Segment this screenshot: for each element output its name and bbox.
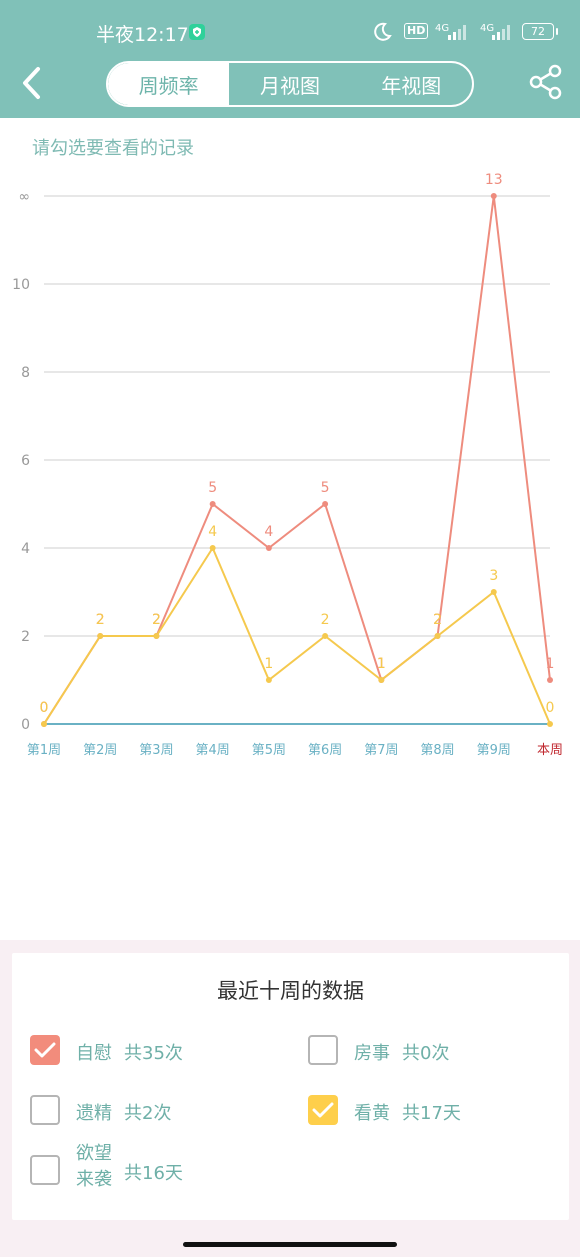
data-label: 2: [321, 612, 330, 628]
data-label: 3: [489, 568, 498, 584]
network-label-2: 4G: [480, 23, 495, 34]
option-label: 房事: [354, 1043, 390, 1064]
checkbox-masturbation[interactable]: [30, 1035, 60, 1065]
data-point: [490, 193, 497, 199]
option-label: 自慰: [76, 1043, 112, 1064]
data-point: [490, 589, 497, 595]
option-count: 共2次: [124, 1103, 172, 1124]
check-icon: [34, 1042, 56, 1058]
check-icon: [312, 1102, 334, 1118]
data-point: [209, 545, 216, 551]
checkbox-intercourse[interactable]: [308, 1035, 338, 1065]
data-point: [153, 633, 160, 639]
data-point: [41, 721, 47, 727]
checkbox-urge[interactable]: [30, 1155, 60, 1185]
x-tick-label: 第1周: [27, 743, 61, 758]
y-tick-label: 6: [21, 453, 30, 469]
data-point: [265, 677, 272, 683]
data-point: [97, 633, 104, 639]
chart-hint: 请勾选要查看的记录: [32, 138, 194, 159]
x-tick-label: 第7周: [364, 743, 398, 758]
data-label: 2: [96, 612, 105, 628]
tab-monthly[interactable]: 月视图: [259, 73, 320, 98]
data-point: [547, 721, 553, 727]
y-tick-label: 0: [21, 717, 30, 733]
moon-icon: [374, 22, 392, 41]
battery-icon: 72: [522, 23, 558, 40]
x-tick-label: 第3周: [139, 743, 173, 758]
data-label: 4: [208, 524, 217, 540]
option-label: 遗精: [76, 1103, 112, 1124]
option-label: 看黄: [354, 1103, 390, 1124]
data-label: 2: [152, 612, 161, 628]
data-label: 2: [433, 612, 442, 628]
data-label: 2: [152, 612, 161, 628]
data-label: 5: [321, 480, 330, 496]
y-tick-label: ∞: [18, 189, 30, 205]
data-label: 4: [264, 524, 273, 540]
top-bar: 半夜12:17 HD 4G 4G 72 周频率 月视图 年视图: [0, 0, 580, 118]
x-tick-label: 本周: [537, 743, 563, 758]
checkbox-emission[interactable]: [30, 1095, 60, 1125]
option-count: 共16天: [124, 1163, 183, 1184]
option-label: 欲望来袭: [76, 1143, 112, 1190]
hd-badge: HD: [404, 23, 429, 39]
x-tick-label: 第2周: [83, 743, 117, 758]
data-point: [322, 501, 329, 507]
data-label: 0: [40, 700, 49, 716]
option-count: 共17天: [402, 1103, 461, 1124]
data-label: 1: [546, 656, 555, 672]
x-tick-label: 第8周: [420, 743, 454, 758]
checkbox-porn[interactable]: [308, 1095, 338, 1125]
data-label: 1: [377, 656, 386, 672]
data-label: 2: [96, 612, 105, 628]
back-icon[interactable]: [18, 66, 46, 100]
data-point: [209, 501, 216, 507]
x-tick-label: 第6周: [308, 743, 342, 758]
x-tick-label: 第5周: [252, 743, 286, 758]
y-tick-label: 4: [21, 541, 30, 557]
option-count: 共35次: [124, 1043, 183, 1064]
data-point: [322, 633, 329, 639]
data-label: 0: [546, 700, 555, 716]
series-line-1: [43, 545, 551, 725]
stats-title: 最近十周的数据: [217, 979, 364, 1003]
view-tabs: 周频率 月视图 年视图: [106, 61, 474, 107]
tab-weekly[interactable]: 周频率: [108, 63, 230, 105]
y-tick-label: 2: [21, 629, 30, 645]
x-tick-label: 第4周: [196, 743, 230, 758]
share-icon[interactable]: [528, 64, 564, 100]
data-label: 2: [433, 612, 442, 628]
data-point: [378, 677, 385, 683]
signal-icon-2: [492, 25, 510, 40]
tab-yearly[interactable]: 年视图: [381, 73, 442, 98]
status-time: 半夜12:17: [96, 24, 189, 46]
data-label: 13: [485, 172, 503, 188]
data-label: 1: [377, 656, 386, 672]
option-count: 共0次: [402, 1043, 450, 1064]
data-point: [434, 633, 441, 639]
data-point: [547, 677, 553, 683]
x-tick-label: 第9周: [477, 743, 511, 758]
data-label: 5: [208, 480, 217, 496]
data-point: [265, 545, 272, 551]
stats-card: 最近十周的数据 自慰 共35次 房事 共0次 遗精 共2次 看黄 共17天 欲望…: [12, 953, 569, 1220]
y-tick-label: 8: [21, 365, 30, 381]
network-label: 4G: [435, 23, 450, 34]
data-label: 0: [40, 700, 49, 716]
shield-icon: [189, 24, 205, 40]
signal-icon: [448, 25, 466, 40]
y-tick-label: 10: [12, 277, 30, 293]
home-indicator[interactable]: [183, 1242, 397, 1247]
data-label: 1: [264, 656, 273, 672]
